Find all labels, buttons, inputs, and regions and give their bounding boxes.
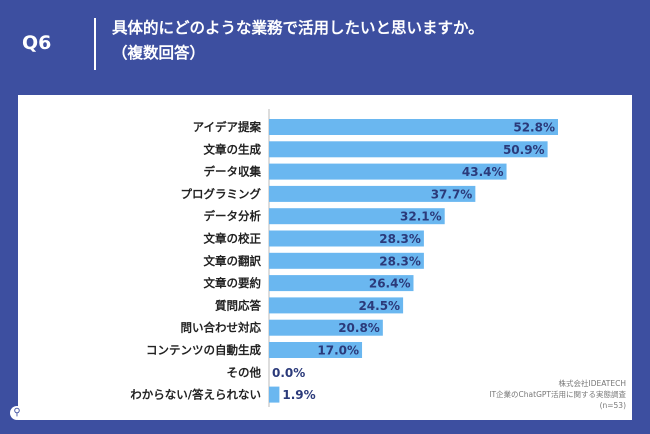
category-label: 文章の要約 [204,276,262,290]
category-label: コンテンツの自動生成 [146,343,261,357]
question-text: 具体的にどのような業務で活用したいと思いますか。 （複数回答） [112,16,632,66]
search-magnifier-icon: ⚲ [10,405,24,420]
value-label: 17.0% [317,344,359,358]
value-label: 37.7% [431,187,473,201]
value-label: 43.4% [462,165,504,179]
value-label: 32.1% [400,210,442,224]
bar [269,230,424,247]
header-divider [94,18,96,70]
brand-logo: ⚲ リサピー [10,403,80,422]
bar [269,208,445,225]
question-line-2: （複数回答） [112,44,206,62]
category-label: 文章の翻訳 [204,254,262,268]
brand-name: リサピー [28,407,81,422]
category-label: 文章の生成 [204,142,262,156]
category-label: データ収集 [204,165,262,179]
value-label: 52.8% [513,121,555,135]
bar [269,342,363,358]
bar [269,185,476,202]
category-label: 問い合わせ対応 [181,321,262,335]
source-note: 株式会社IDEATECH IT企業のChatGPT活用に関する実態調査 (n=5… [426,378,626,411]
category-label: 質問応答 [215,298,261,312]
value-label: 28.3% [379,232,421,246]
bar [269,297,404,314]
category-label: 文章の校正 [204,232,262,246]
value-label: 26.4% [369,277,411,291]
category-label: アイデア提案 [193,120,262,134]
source-company: 株式会社IDEATECH [558,379,626,388]
chart-panel: アイデア提案 52.8% 文章の生成 50.9% データ収集 43.4% プログラミング 37… [18,95,632,420]
question-number: Q6 [22,32,52,54]
category-label: その他 [227,365,262,379]
bar [269,386,280,403]
source-sample: (n=53) [599,401,626,410]
value-label: 50.9% [503,143,545,157]
value-label: 20.8% [338,321,380,335]
bar-chart: アイデア提案 52.8% 文章の生成 50.9% データ収集 43.4% プログラミング 37… [130,109,558,407]
question-line-1: 具体的にどのような業務で活用したいと思いますか。 [112,19,484,37]
bar [269,163,507,180]
bar [269,319,383,336]
bar [269,141,548,158]
category-label: わからない/答えられない [130,388,261,402]
bar [269,275,414,292]
category-label: データ分析 [204,209,262,223]
source-survey: IT企業のChatGPT活用に関する実態調査 [489,390,626,399]
value-label: 28.3% [379,254,421,268]
bar [269,119,558,135]
value-label: 1.9% [282,388,315,402]
value-label: 24.5% [358,299,400,313]
bar [269,252,424,269]
category-label: プログラミング [181,187,262,201]
value-label: 0.0% [272,366,305,380]
